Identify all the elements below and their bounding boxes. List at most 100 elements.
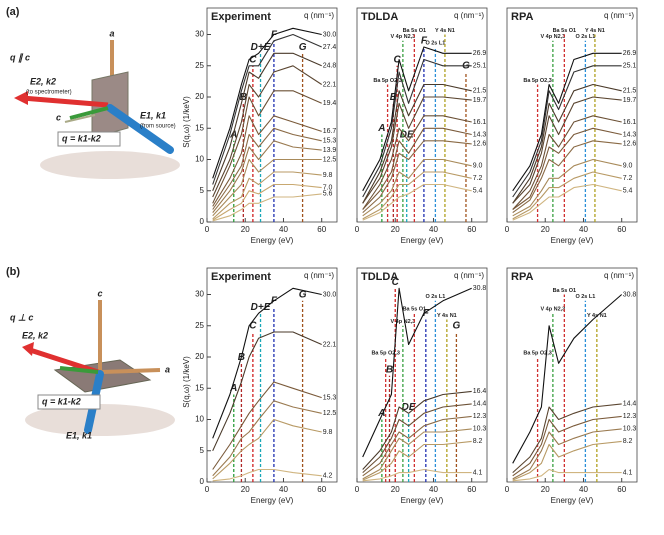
annotation-label: G bbox=[453, 321, 461, 332]
q-box bbox=[57, 131, 121, 147]
spectrum bbox=[362, 158, 472, 217]
y-tick-label: 15 bbox=[195, 383, 204, 392]
spectrum bbox=[362, 127, 472, 210]
spectrum bbox=[212, 33, 322, 185]
annotation-label: Ba 5p O2,3 bbox=[373, 78, 401, 84]
spectrum bbox=[512, 83, 622, 204]
plot-frame bbox=[506, 7, 638, 223]
spectrum bbox=[362, 171, 472, 220]
q-box bbox=[37, 394, 101, 410]
q-label: q (nm⁻¹) bbox=[304, 11, 334, 20]
q-value-label: 16.1 bbox=[473, 119, 487, 126]
schematic-text: q = k1-k2 bbox=[62, 133, 101, 143]
q-value-label: 30.8 bbox=[623, 291, 637, 298]
spectrum bbox=[512, 294, 623, 464]
annotation-label: Ba 5s O1 bbox=[403, 28, 427, 34]
q-value-label: 25.1 bbox=[623, 63, 637, 70]
q-value-label: 19.4 bbox=[323, 100, 337, 107]
q-value-label: 9.0 bbox=[623, 163, 633, 170]
annotation-label: V 4p N2,3 bbox=[540, 34, 565, 40]
q-value-label: 24.8 bbox=[323, 63, 337, 70]
plot-frame bbox=[206, 267, 338, 483]
spectrum bbox=[212, 65, 323, 198]
q-value-label: 12.5 bbox=[323, 156, 337, 163]
q-value-label: 13.9 bbox=[323, 147, 337, 154]
y-tick-label: 5 bbox=[200, 446, 205, 455]
x-tick-label: 20 bbox=[541, 485, 550, 494]
y-axis-label: S(q,ω) (1/keV) bbox=[182, 96, 191, 148]
annotation-label: Ba 5p O2,3 bbox=[523, 350, 551, 356]
schematic-text: (to spectrometer) bbox=[26, 90, 72, 96]
q-value-label: 14.4 bbox=[623, 401, 637, 408]
x-axis-label: Energy (eV) bbox=[401, 496, 444, 505]
x-tick-label: 0 bbox=[355, 485, 360, 494]
annotation-label: C bbox=[249, 321, 257, 332]
q-value-label: 12.6 bbox=[473, 141, 487, 148]
q-value-label: 5.4 bbox=[623, 188, 633, 195]
annotation-label: Y 4s N1 bbox=[435, 28, 455, 34]
annotation-label: V 4p N2,3 bbox=[540, 307, 565, 313]
q-value-label: 26.9 bbox=[623, 50, 637, 57]
schematic-text: q ⊥ c bbox=[10, 312, 33, 322]
schematic-text: c bbox=[97, 288, 102, 298]
annotation-label: V 4p N2,3 bbox=[390, 319, 415, 325]
x-tick-label: 60 bbox=[467, 485, 476, 494]
q-label: q (nm⁻¹) bbox=[454, 271, 484, 280]
spectrum bbox=[212, 52, 322, 192]
q-value-label: 12.6 bbox=[623, 141, 637, 148]
q-value-label: 5.4 bbox=[473, 188, 483, 195]
q-value-label: 5.6 bbox=[323, 191, 333, 198]
x-tick-label: 40 bbox=[429, 485, 438, 494]
q-value-label: 9.8 bbox=[323, 172, 333, 179]
q-value-label: 14.4 bbox=[473, 401, 487, 408]
q-value-label: 19.7 bbox=[473, 97, 487, 104]
q-value-label: 7.2 bbox=[473, 175, 483, 182]
q-label: q (nm⁻¹) bbox=[304, 271, 334, 280]
panel-title: RPA bbox=[511, 11, 533, 23]
spectrum bbox=[212, 400, 322, 477]
panel-label: (b) bbox=[6, 266, 20, 278]
panel-title: Experiment bbox=[211, 271, 271, 283]
q-label: q (nm⁻¹) bbox=[604, 11, 634, 20]
y-tick-label: 25 bbox=[195, 321, 204, 330]
annotation-label: Ba 5p O2,3 bbox=[371, 350, 399, 356]
x-tick-label: 60 bbox=[617, 485, 626, 494]
x-axis-label: Energy (eV) bbox=[251, 496, 294, 505]
spectrum bbox=[512, 468, 622, 482]
y-tick-label: 0 bbox=[200, 217, 205, 226]
x-tick-label: 40 bbox=[579, 485, 588, 494]
annotation-label: B bbox=[390, 92, 397, 103]
q-value-label: 30.0 bbox=[323, 291, 337, 298]
y-tick-label: 15 bbox=[195, 123, 204, 132]
spectrum bbox=[212, 127, 322, 210]
q-value-label: 10.3 bbox=[623, 426, 637, 433]
spectrum bbox=[512, 440, 622, 481]
annotation-label: Y 4s N1 bbox=[585, 28, 605, 34]
x-tick-label: 0 bbox=[205, 225, 210, 234]
q-value-label: 14.3 bbox=[473, 131, 487, 138]
x-tick-label: 20 bbox=[391, 225, 400, 234]
annotation-label: O 2s L1 bbox=[425, 294, 445, 300]
q-value-label: 12.3 bbox=[473, 413, 487, 420]
y-axis-label: S(q,ω) (1/keV) bbox=[182, 356, 191, 408]
annotation-label: G bbox=[299, 289, 307, 300]
spectrum bbox=[362, 46, 472, 192]
annotation-label: Ba 5s O1 bbox=[553, 28, 577, 34]
spectrum bbox=[362, 440, 472, 481]
annotation-label: B bbox=[386, 364, 393, 375]
q-value-label: 4.1 bbox=[623, 469, 633, 476]
q-value-label: 9.8 bbox=[323, 429, 333, 436]
annotation-label: O 2s L1 bbox=[425, 40, 445, 46]
schematic-text: q ∥ c bbox=[10, 52, 30, 63]
annotation-label: DE bbox=[402, 402, 416, 413]
q-value-label: 4.1 bbox=[473, 469, 483, 476]
y-tick-label: 10 bbox=[195, 415, 204, 424]
y-tick-label: 20 bbox=[195, 352, 204, 361]
q-value-label: 12.3 bbox=[623, 413, 637, 420]
spectrum bbox=[212, 115, 322, 207]
spectrum bbox=[212, 90, 322, 204]
x-tick-label: 40 bbox=[429, 225, 438, 234]
q-value-label: 10.3 bbox=[473, 426, 487, 433]
annotation-label: Ba 5p O2,3 bbox=[523, 78, 551, 84]
schematic-b bbox=[22, 300, 175, 436]
